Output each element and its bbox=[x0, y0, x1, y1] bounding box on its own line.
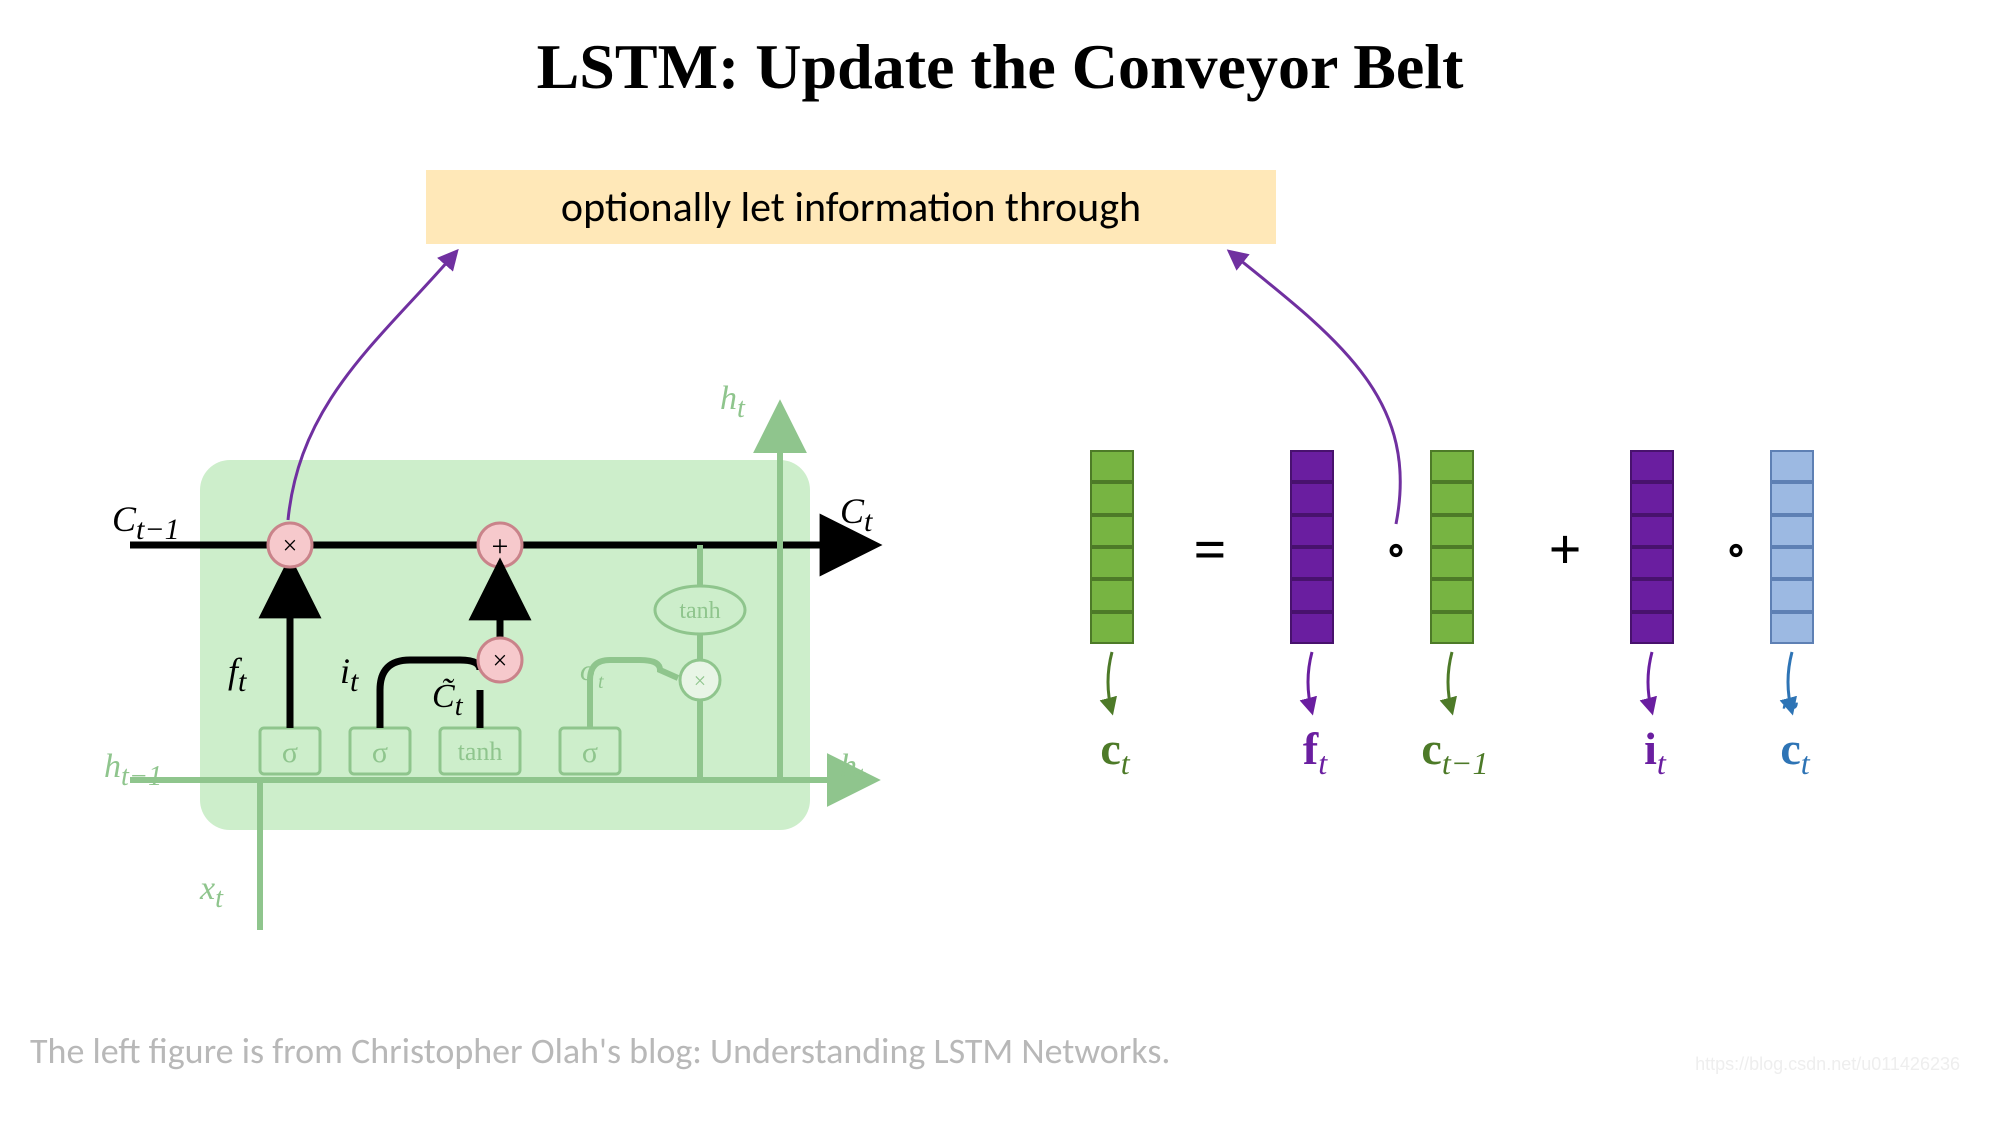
label-h-right: ht bbox=[840, 748, 865, 793]
watermark: https://blog.csdn.net/u011426236 bbox=[1695, 1054, 1960, 1075]
footer-credit: The left figure is from Christopher Olah… bbox=[30, 1029, 1171, 1073]
callout-text: optionally let information through bbox=[561, 182, 1141, 233]
label-c-prev: Ct−1 bbox=[112, 498, 180, 547]
op-symbol: + bbox=[1548, 521, 1581, 579]
vector-label-cthat: ˜ct bbox=[1740, 722, 1850, 782]
label-ctilde: C̃t bbox=[432, 678, 463, 723]
label-i-t: it bbox=[340, 650, 358, 699]
vector-label-ft: ft bbox=[1260, 722, 1370, 782]
page-title: LSTM: Update the Conveyor Belt bbox=[0, 30, 2000, 104]
label-f-t: ft bbox=[228, 650, 246, 699]
label-x-t: xt bbox=[200, 870, 223, 915]
label-c-next: Ct bbox=[840, 490, 872, 539]
op-symbol: = bbox=[1193, 521, 1226, 579]
vector-label-it: it bbox=[1600, 722, 1710, 782]
vector-cthat bbox=[1770, 450, 1814, 644]
label-h-top: ht bbox=[720, 380, 745, 425]
vector-ft bbox=[1290, 450, 1334, 644]
vector-label-ctm1: ct−1 bbox=[1400, 722, 1510, 782]
lstm-cell-bg bbox=[200, 460, 810, 830]
vector-it bbox=[1630, 450, 1674, 644]
vector-label-ct: ct bbox=[1060, 722, 1170, 782]
vector-ct bbox=[1090, 450, 1134, 644]
op-symbol: ∘ bbox=[1724, 531, 1748, 569]
op-symbol: ∘ bbox=[1384, 531, 1408, 569]
vector-ctm1 bbox=[1430, 450, 1474, 644]
callout-box: optionally let information through bbox=[426, 170, 1276, 244]
label-h-prev: ht−1 bbox=[104, 748, 162, 793]
